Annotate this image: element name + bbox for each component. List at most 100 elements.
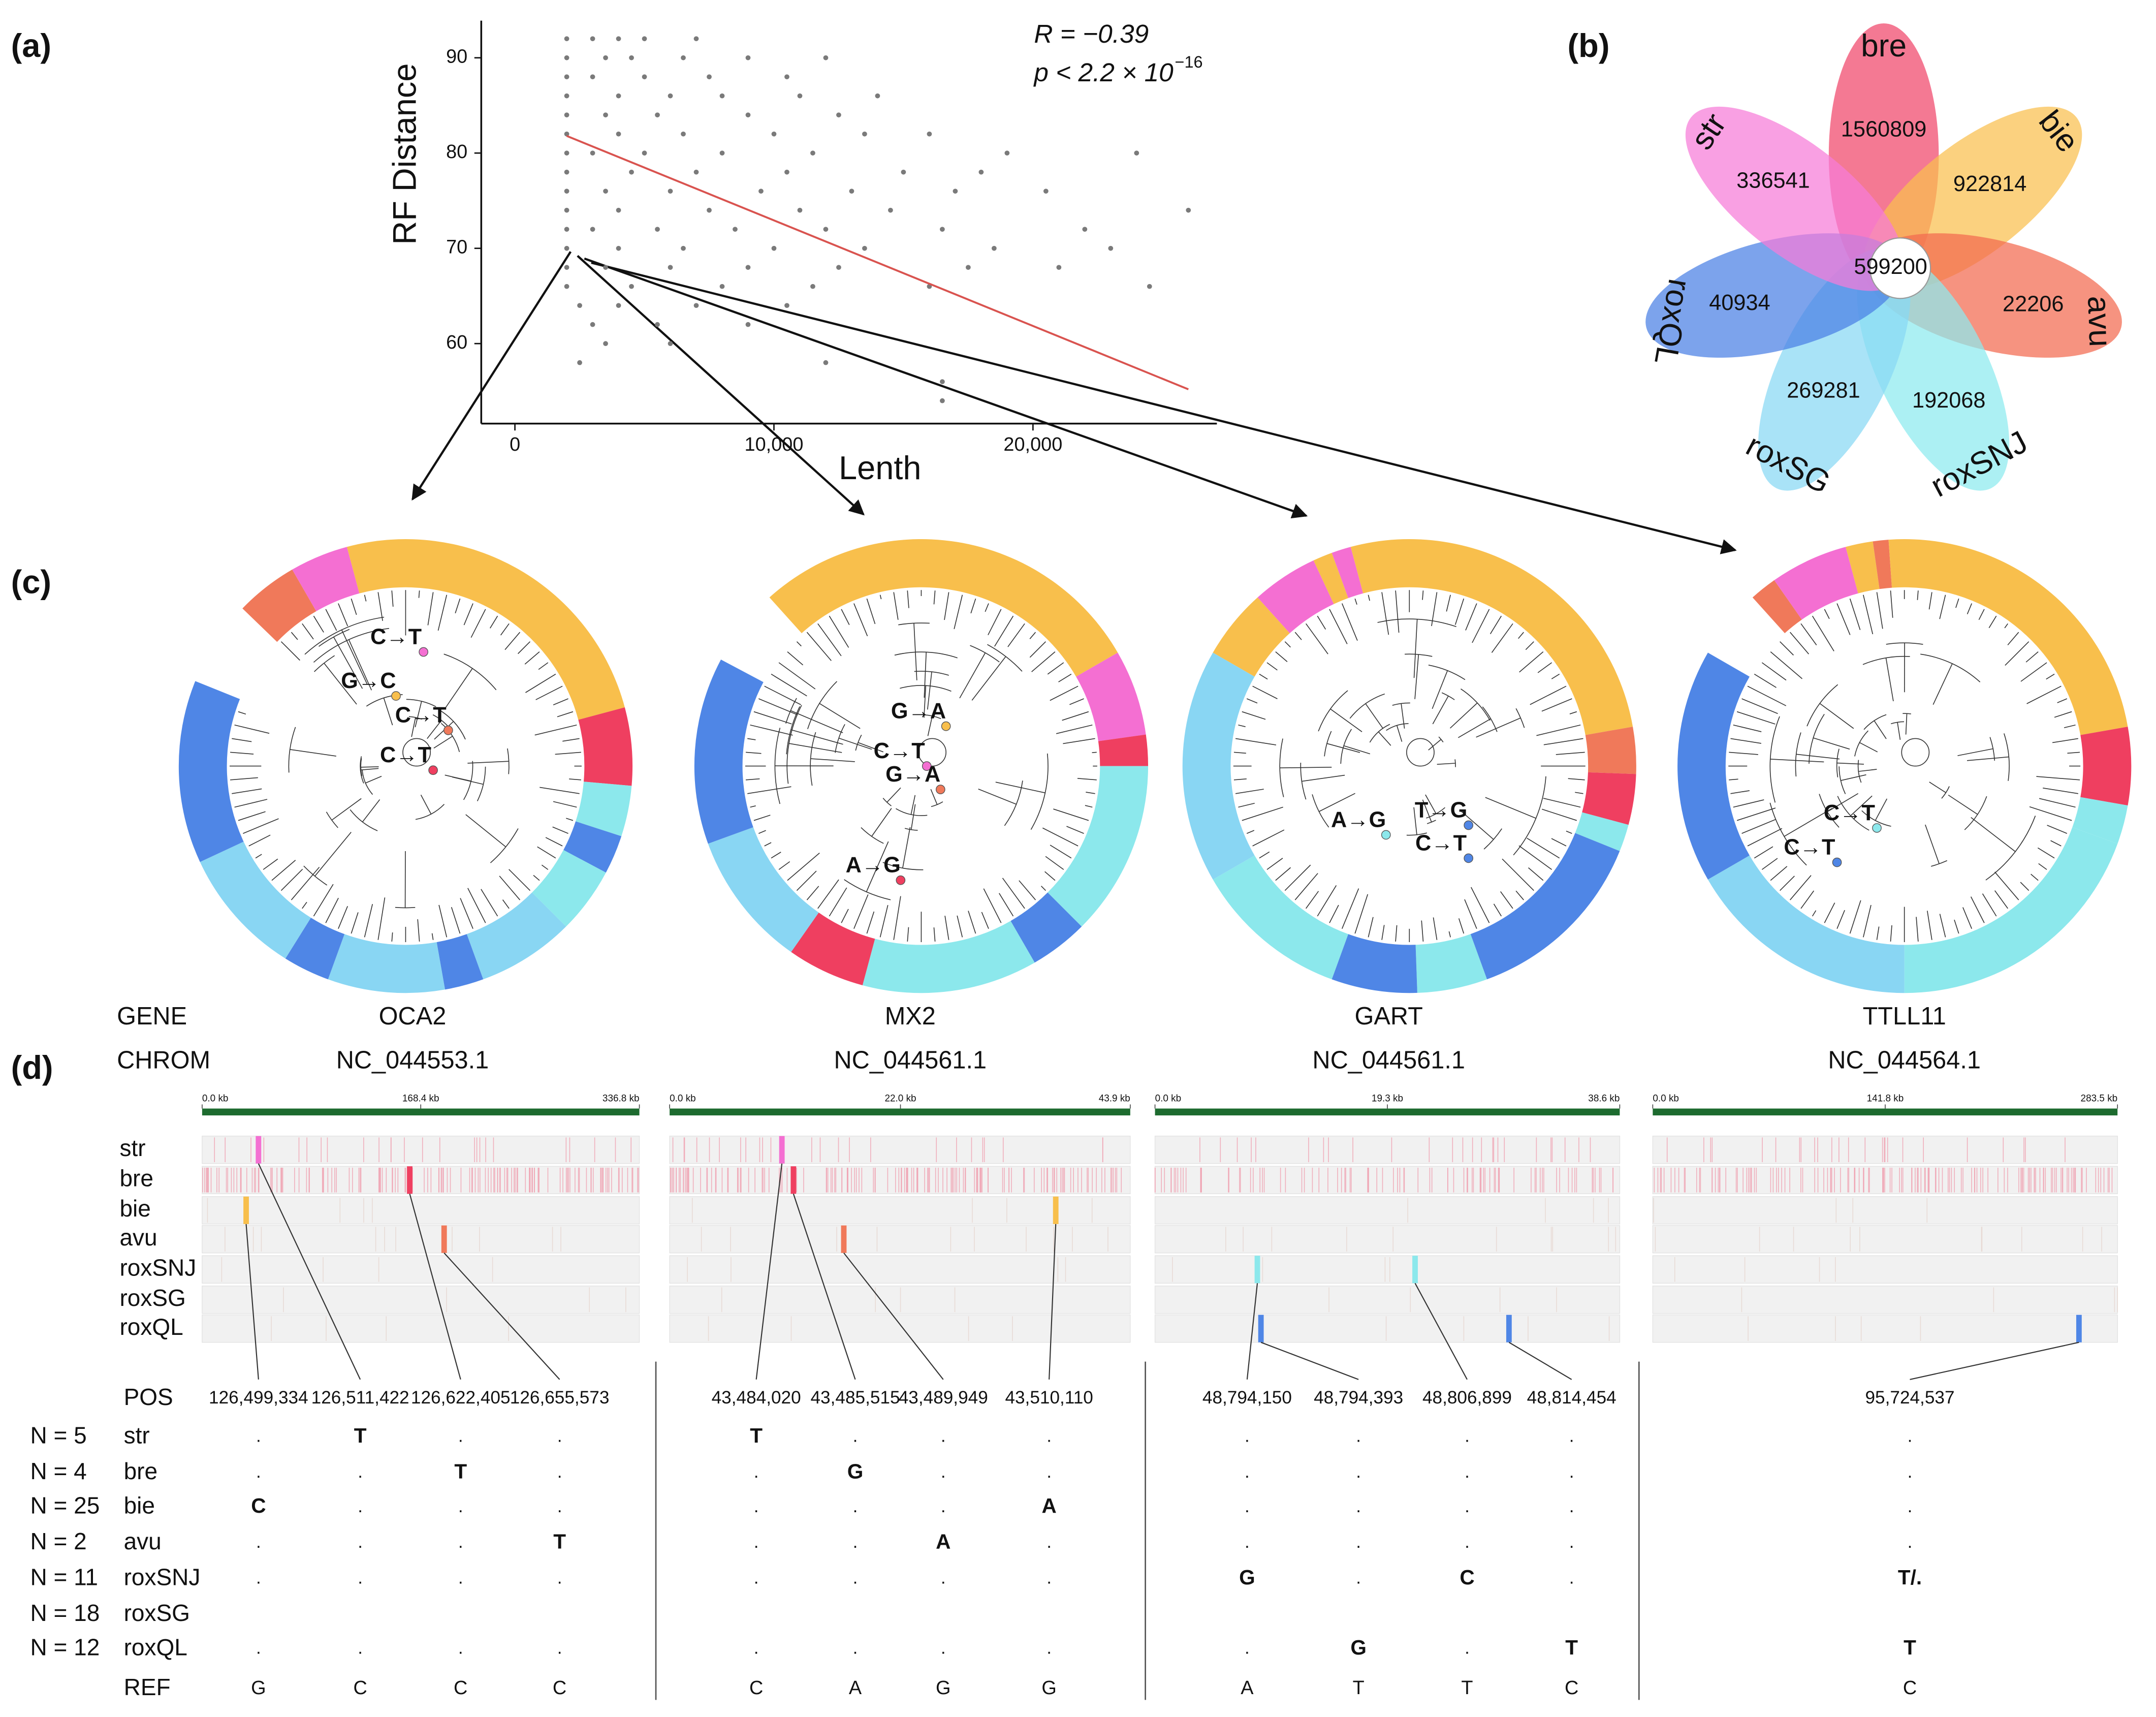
leaf-branch bbox=[271, 860, 296, 881]
scatter-point bbox=[1004, 150, 1010, 156]
variant-mark bbox=[790, 1166, 797, 1194]
internal-branch bbox=[1365, 703, 1384, 729]
leaf-branch bbox=[500, 623, 510, 636]
leaf-branch bbox=[1252, 829, 1285, 847]
leaf-branch bbox=[1085, 805, 1093, 808]
internal-branch bbox=[411, 717, 416, 737]
scatter-point bbox=[1147, 284, 1152, 289]
internal-branch bbox=[1302, 774, 1345, 782]
internal-branch bbox=[467, 761, 509, 764]
leaf-branch bbox=[1448, 931, 1451, 938]
leaf-branch bbox=[481, 889, 498, 917]
leaf-branch bbox=[1045, 856, 1064, 870]
scatter-point bbox=[745, 112, 751, 118]
internal-branch bbox=[290, 749, 336, 757]
track-row bbox=[669, 1225, 1131, 1254]
scatter-point bbox=[784, 74, 789, 80]
scatter-point bbox=[590, 227, 595, 232]
track-row bbox=[1652, 1196, 2118, 1225]
internal-branch bbox=[871, 808, 892, 837]
leaf-branch bbox=[2025, 651, 2039, 663]
leaf-branch bbox=[541, 864, 549, 870]
scatter-point bbox=[564, 284, 569, 289]
leaf-branch bbox=[747, 786, 791, 794]
mutation-node bbox=[419, 647, 428, 657]
mutation-label: A→G bbox=[846, 853, 901, 878]
leaf-branch bbox=[502, 899, 510, 909]
leaf-branch bbox=[2020, 882, 2030, 891]
leaf-branch bbox=[313, 884, 334, 917]
leaf-branch bbox=[230, 752, 254, 755]
leaf-branch bbox=[1770, 866, 1788, 881]
leaf-branch bbox=[1472, 609, 1490, 643]
leaf-branch bbox=[2057, 698, 2068, 703]
track-tick-label: 43.9 kb bbox=[1099, 1094, 1130, 1104]
internal-branch bbox=[838, 737, 872, 750]
position: 48,794,393 bbox=[1314, 1388, 1403, 1408]
internal-branch bbox=[1967, 756, 2009, 761]
leaf-branch bbox=[983, 888, 1002, 923]
leaf-branch bbox=[1876, 592, 1883, 629]
clade-sector bbox=[1213, 855, 1348, 980]
leaf-branch bbox=[1761, 858, 1778, 870]
leaf-branch bbox=[2026, 685, 2062, 704]
track-tick-label: 336.8 kb bbox=[603, 1094, 640, 1104]
mutation-node bbox=[1832, 857, 1842, 867]
clade-sector bbox=[242, 569, 316, 642]
position: 126,499,334 bbox=[209, 1388, 308, 1408]
leaf-branch bbox=[2005, 641, 2030, 666]
leaf-branch bbox=[841, 909, 849, 923]
scatter-point bbox=[862, 131, 867, 137]
internal-branch bbox=[333, 637, 363, 689]
leaf-branch bbox=[745, 752, 762, 754]
genotype: T/. bbox=[1898, 1566, 1922, 1589]
clade-sector bbox=[2072, 797, 2128, 844]
internal-branch bbox=[1796, 754, 1840, 760]
internal-branch bbox=[440, 723, 460, 752]
internal-branch bbox=[1827, 793, 1859, 813]
scatter-point bbox=[745, 265, 751, 270]
track-row bbox=[669, 1314, 1131, 1343]
scatter-point bbox=[771, 131, 777, 137]
internal-branch bbox=[790, 729, 843, 745]
y-tick-label: 70 bbox=[446, 237, 467, 258]
genotype: . bbox=[256, 1568, 261, 1588]
leaf-branch bbox=[907, 927, 909, 942]
count-label: N = 11 bbox=[30, 1564, 98, 1590]
leaf-branch bbox=[504, 632, 521, 650]
track-tick-label: 283.5 kb bbox=[2081, 1094, 2118, 1104]
scatter-point bbox=[603, 265, 608, 270]
annotation-p: p < 2.2 × 10 bbox=[1033, 57, 1174, 87]
leaf-branch bbox=[1747, 828, 1783, 847]
track-tick-label: 141.8 kb bbox=[1867, 1094, 1904, 1104]
track-row bbox=[1154, 1225, 1621, 1254]
genotype: . bbox=[754, 1462, 759, 1482]
scatter-point bbox=[629, 284, 634, 289]
leaf-branch bbox=[1329, 609, 1348, 644]
leaf-branch bbox=[364, 595, 367, 602]
leaf-branch bbox=[1029, 641, 1046, 658]
chrom-name: NC_044553.1 bbox=[336, 1046, 489, 1074]
internal-branch bbox=[1770, 759, 1824, 763]
scatter-point bbox=[901, 169, 906, 175]
scatter-point bbox=[707, 74, 712, 80]
row-name: bre bbox=[124, 1458, 157, 1484]
clade-sector bbox=[2080, 727, 2132, 806]
genotype: . bbox=[1465, 1638, 1470, 1658]
scatter-point bbox=[940, 227, 945, 232]
track-row bbox=[1652, 1225, 2118, 1254]
genotype: G bbox=[1239, 1566, 1255, 1589]
leaf-branch bbox=[2043, 787, 2078, 794]
leaf-branch bbox=[1019, 880, 1036, 900]
internal-branch bbox=[902, 827, 911, 868]
leaf-branch bbox=[1422, 590, 1424, 600]
scatter-point bbox=[862, 245, 867, 251]
gene-name: OCA2 bbox=[379, 1003, 447, 1030]
scatter-point bbox=[810, 284, 815, 289]
leaf-branch bbox=[1754, 673, 1777, 688]
leaf-branch bbox=[451, 907, 461, 934]
leaf-branch bbox=[537, 846, 556, 859]
leaf-branch bbox=[377, 897, 386, 940]
leaf-branch bbox=[1381, 925, 1385, 940]
internal-branch bbox=[1941, 786, 1950, 799]
